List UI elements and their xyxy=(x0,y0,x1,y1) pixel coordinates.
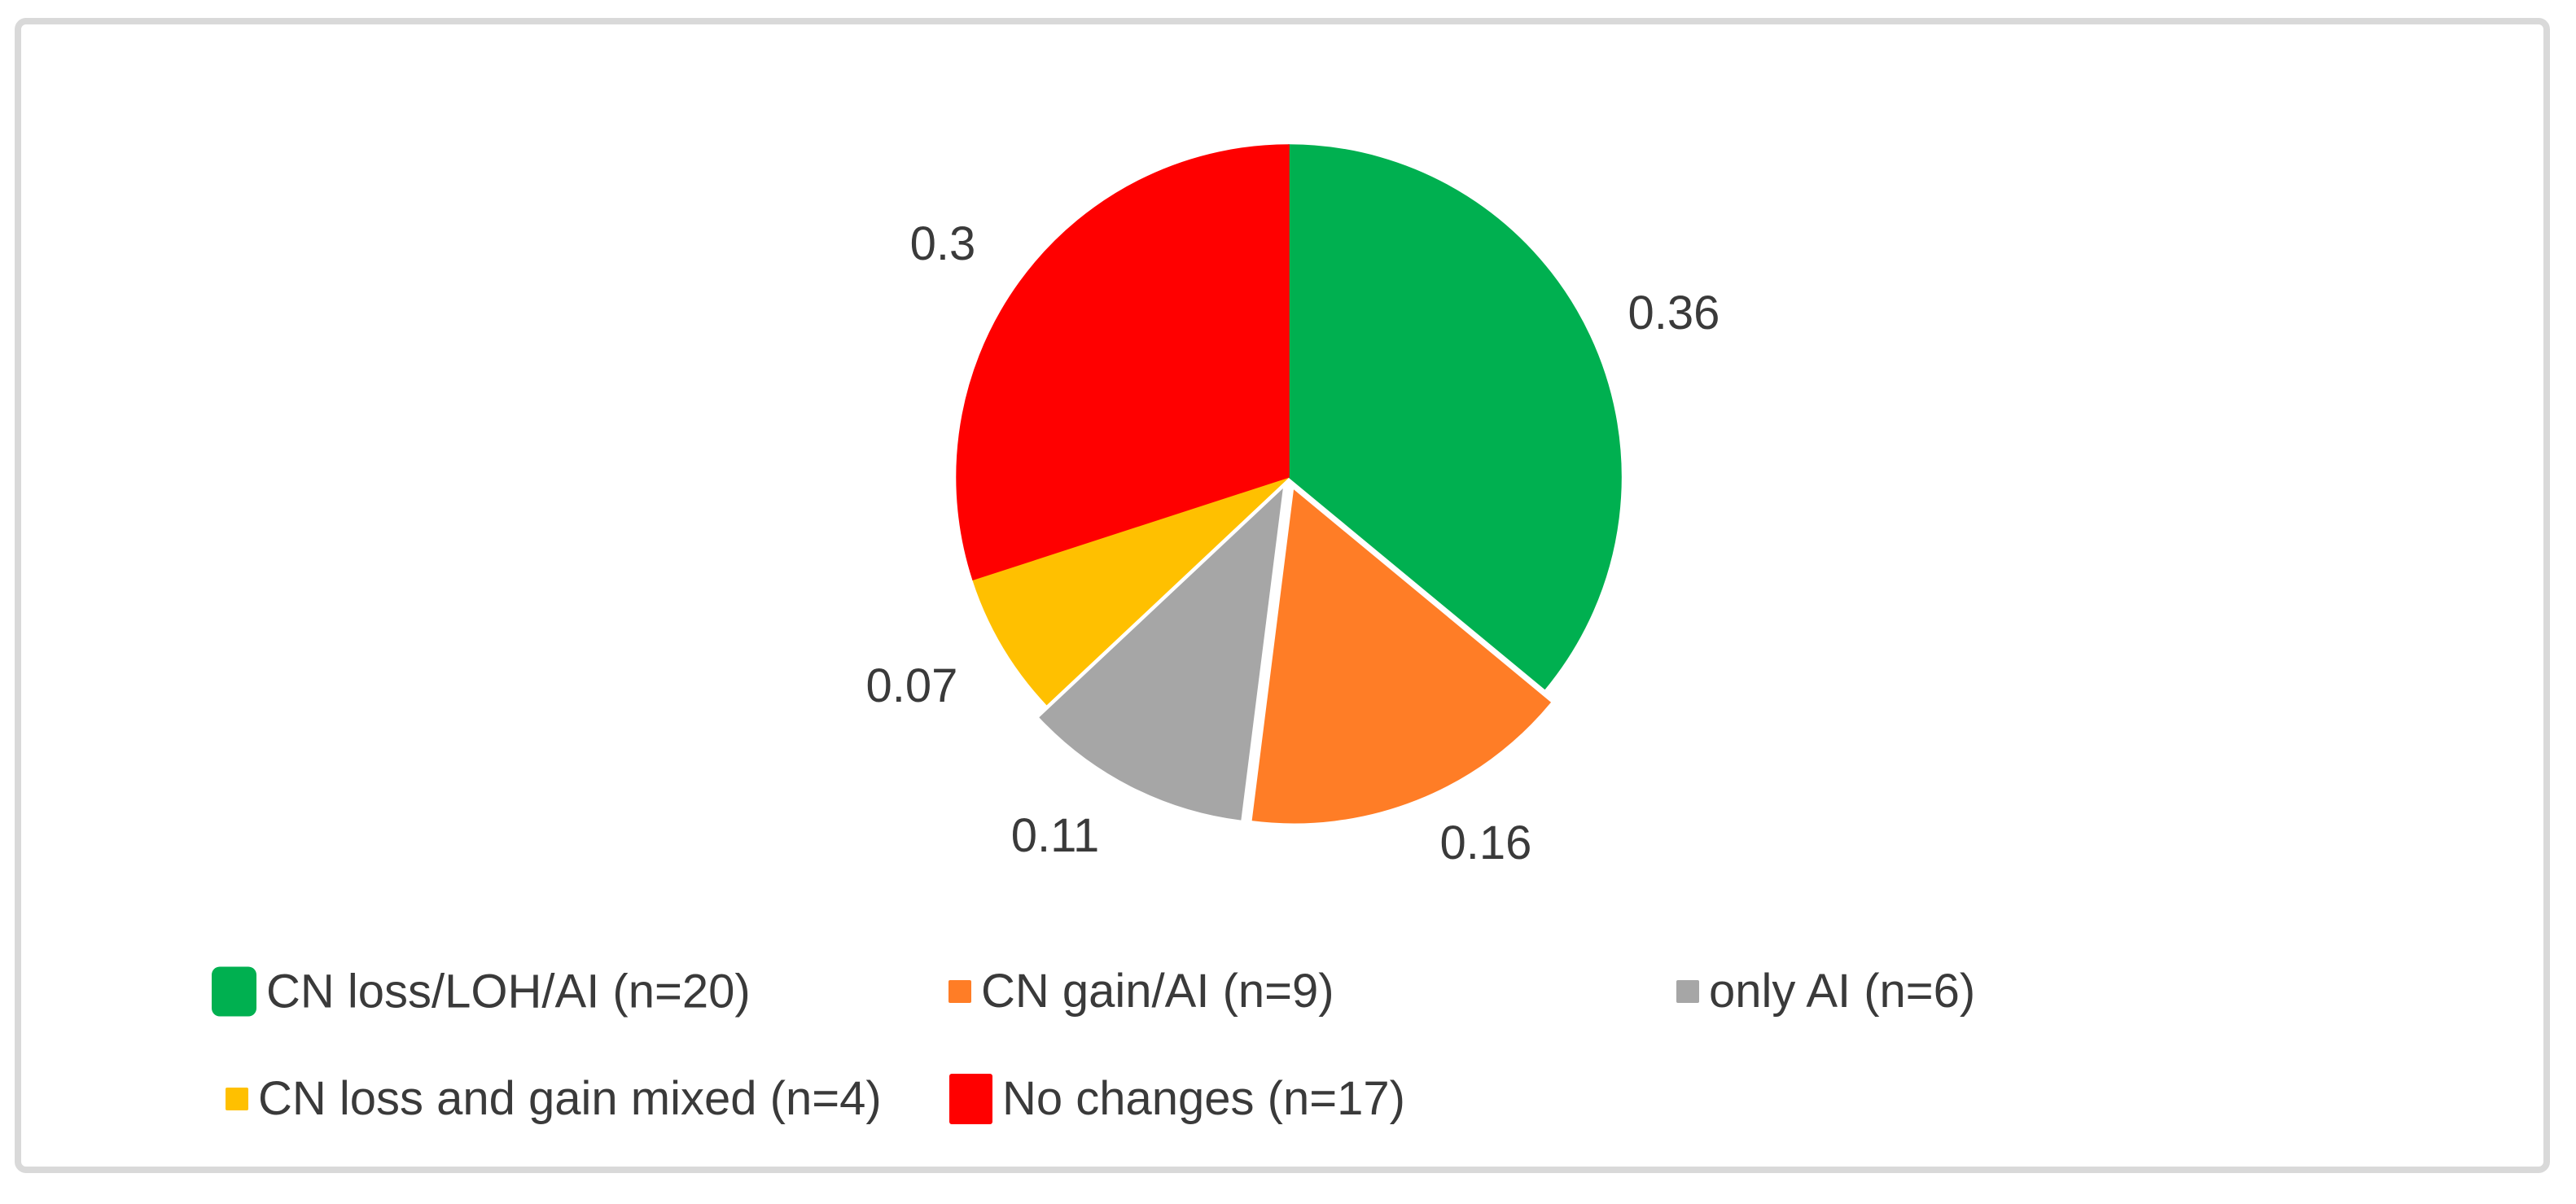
legend-label: CN loss/LOH/AI (n=20) xyxy=(266,965,751,1018)
legend-swatch-red-icon xyxy=(949,1074,992,1124)
data-label-orange: 0.16 xyxy=(1439,817,1532,869)
pie-slice-5 xyxy=(956,144,1290,581)
legend-label: CN gain/AI (n=9) xyxy=(981,965,1334,1018)
data-label-yellow: 0.07 xyxy=(865,659,958,712)
legend-label: only AI (n=6) xyxy=(1709,965,1976,1018)
legend-label: No changes (n=17) xyxy=(1002,1072,1405,1125)
pie-slice-1 xyxy=(1288,144,1622,690)
legend-swatch-gray-icon xyxy=(1676,980,1699,1003)
legend-item-cn-loss-loh-ai: CN loss/LOH/AI (n=20) xyxy=(212,965,751,1018)
legend-swatch-yellow-icon xyxy=(226,1088,248,1110)
data-label-gray: 0.11 xyxy=(1010,809,1100,862)
pie-slice-3 xyxy=(1039,488,1283,821)
legend-swatch-orange-icon xyxy=(948,980,971,1003)
pie-slice-4 xyxy=(972,476,1290,706)
pie-slice-2 xyxy=(1251,489,1552,824)
legend-item-cn-loss-gain-mixed: CN loss and gain mixed (n=4) xyxy=(226,1075,882,1123)
legend-swatch-green-icon xyxy=(212,966,256,1017)
chart-border xyxy=(15,18,2550,1173)
data-label-red: 0.3 xyxy=(909,217,976,270)
data-label-green: 0.36 xyxy=(1628,287,1720,339)
legend-item-no-changes: No changes (n=17) xyxy=(949,1074,1405,1124)
legend-label: CN loss and gain mixed (n=4) xyxy=(258,1072,882,1125)
legend-item-cn-gain-ai: CN gain/AI (n=9) xyxy=(948,968,1334,1015)
legend-item-only-ai: only AI (n=6) xyxy=(1676,968,1975,1015)
